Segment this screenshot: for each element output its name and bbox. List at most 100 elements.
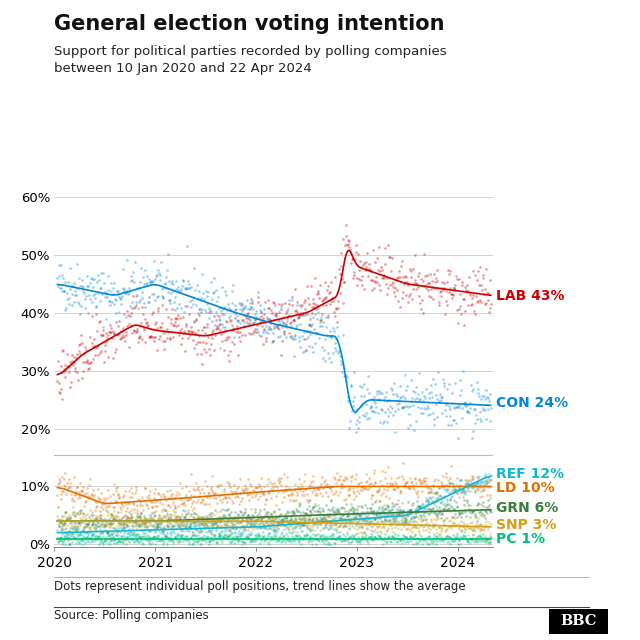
Point — [423, 521, 433, 531]
Point — [421, 283, 431, 293]
Point — [355, 514, 365, 524]
Point — [87, 536, 97, 546]
Point — [140, 520, 150, 531]
Point — [429, 508, 440, 518]
Point — [207, 326, 217, 337]
Point — [86, 490, 96, 500]
Point — [431, 531, 441, 541]
Point — [132, 283, 142, 293]
Point — [201, 307, 211, 317]
Point — [465, 288, 476, 298]
Point — [376, 265, 387, 275]
Point — [292, 517, 302, 527]
Point — [351, 469, 361, 479]
Point — [261, 534, 271, 545]
Point — [204, 517, 214, 527]
Point — [277, 335, 287, 346]
Point — [473, 388, 483, 398]
Point — [455, 474, 465, 484]
Point — [136, 321, 146, 332]
Point — [199, 513, 209, 524]
Point — [386, 505, 396, 515]
Point — [130, 518, 140, 528]
Point — [253, 514, 263, 524]
Point — [116, 537, 127, 547]
Point — [380, 473, 390, 483]
Point — [422, 504, 432, 514]
Point — [483, 495, 493, 505]
Point — [317, 300, 328, 310]
Point — [374, 496, 384, 506]
Point — [352, 507, 362, 517]
Point — [394, 509, 404, 520]
Point — [368, 506, 378, 516]
Point — [435, 287, 445, 298]
Point — [421, 474, 431, 484]
Point — [161, 272, 171, 282]
Point — [209, 310, 220, 321]
Point — [107, 518, 117, 528]
Point — [195, 518, 205, 529]
Point — [233, 349, 243, 360]
Point — [468, 426, 479, 436]
Point — [360, 264, 370, 275]
Point — [485, 506, 495, 516]
Point — [151, 317, 161, 327]
Point — [273, 323, 283, 333]
Point — [339, 276, 349, 287]
Point — [106, 520, 116, 531]
Point — [131, 297, 141, 307]
Point — [109, 328, 120, 338]
Point — [146, 275, 156, 285]
Point — [71, 525, 81, 535]
Point — [125, 516, 136, 526]
Point — [157, 300, 167, 310]
Point — [154, 509, 164, 520]
Point — [260, 507, 271, 517]
Point — [332, 334, 342, 344]
Point — [327, 292, 337, 303]
Point — [478, 501, 488, 511]
Point — [483, 294, 493, 305]
Point — [239, 508, 249, 518]
Point — [328, 513, 339, 524]
Point — [230, 513, 240, 524]
Point — [214, 515, 225, 525]
Point — [210, 530, 220, 540]
Point — [291, 514, 301, 524]
Point — [467, 525, 477, 535]
Point — [137, 531, 147, 541]
Point — [154, 531, 164, 541]
Point — [246, 329, 257, 339]
Point — [353, 479, 364, 490]
Point — [301, 484, 311, 494]
Point — [433, 488, 443, 499]
Point — [232, 533, 243, 543]
Point — [388, 532, 398, 542]
Point — [359, 259, 369, 269]
Point — [284, 518, 294, 528]
Point — [477, 391, 487, 401]
Point — [54, 387, 65, 397]
Point — [374, 531, 385, 541]
Point — [118, 517, 128, 527]
Point — [486, 470, 496, 480]
Point — [342, 490, 353, 500]
Point — [396, 292, 406, 303]
Point — [202, 291, 212, 301]
Point — [380, 259, 390, 269]
Point — [240, 524, 250, 534]
Point — [220, 504, 230, 515]
Point — [169, 521, 179, 531]
Point — [164, 276, 174, 286]
Point — [125, 526, 135, 536]
Point — [431, 501, 441, 511]
Point — [278, 517, 288, 527]
Point — [71, 509, 81, 519]
Point — [88, 485, 99, 495]
Point — [410, 512, 420, 522]
Point — [370, 514, 380, 524]
Point — [248, 518, 259, 528]
Point — [172, 486, 182, 497]
Point — [224, 531, 234, 541]
